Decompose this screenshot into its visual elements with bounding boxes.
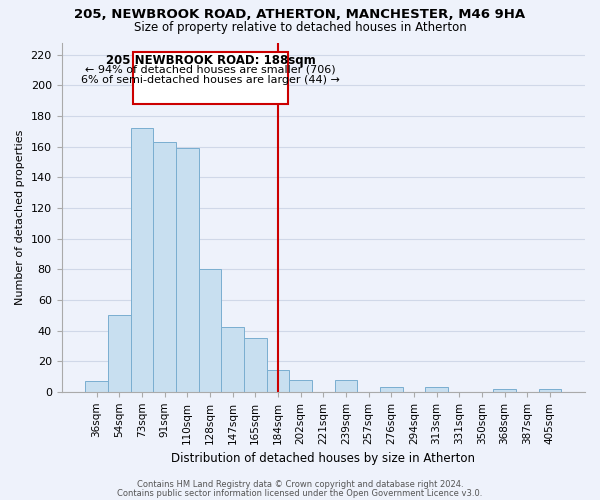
Text: ← 94% of detached houses are smaller (706): ← 94% of detached houses are smaller (70… [85, 64, 336, 74]
Bar [425, 387, 448, 392]
Bar [133, 52, 288, 104]
Bar [289, 380, 312, 392]
Bar [380, 387, 403, 392]
Text: 6% of semi-detached houses are larger (44) →: 6% of semi-detached houses are larger (4… [81, 76, 340, 86]
Text: Size of property relative to detached houses in Atherton: Size of property relative to detached ho… [134, 21, 466, 34]
Bar [539, 389, 561, 392]
Text: Contains public sector information licensed under the Open Government Licence v3: Contains public sector information licen… [118, 488, 482, 498]
Bar [176, 148, 199, 392]
Y-axis label: Number of detached properties: Number of detached properties [15, 130, 25, 305]
Bar [199, 270, 221, 392]
Bar [244, 338, 266, 392]
Bar [131, 128, 154, 392]
Text: 205, NEWBROOK ROAD, ATHERTON, MANCHESTER, M46 9HA: 205, NEWBROOK ROAD, ATHERTON, MANCHESTER… [74, 8, 526, 20]
Bar [85, 381, 108, 392]
Bar [335, 380, 357, 392]
Text: 205 NEWBROOK ROAD: 188sqm: 205 NEWBROOK ROAD: 188sqm [106, 54, 316, 67]
Text: Contains HM Land Registry data © Crown copyright and database right 2024.: Contains HM Land Registry data © Crown c… [137, 480, 463, 489]
Bar [154, 142, 176, 392]
Bar [493, 389, 516, 392]
Bar [108, 315, 131, 392]
Bar [266, 370, 289, 392]
X-axis label: Distribution of detached houses by size in Atherton: Distribution of detached houses by size … [171, 452, 475, 465]
Bar [221, 328, 244, 392]
